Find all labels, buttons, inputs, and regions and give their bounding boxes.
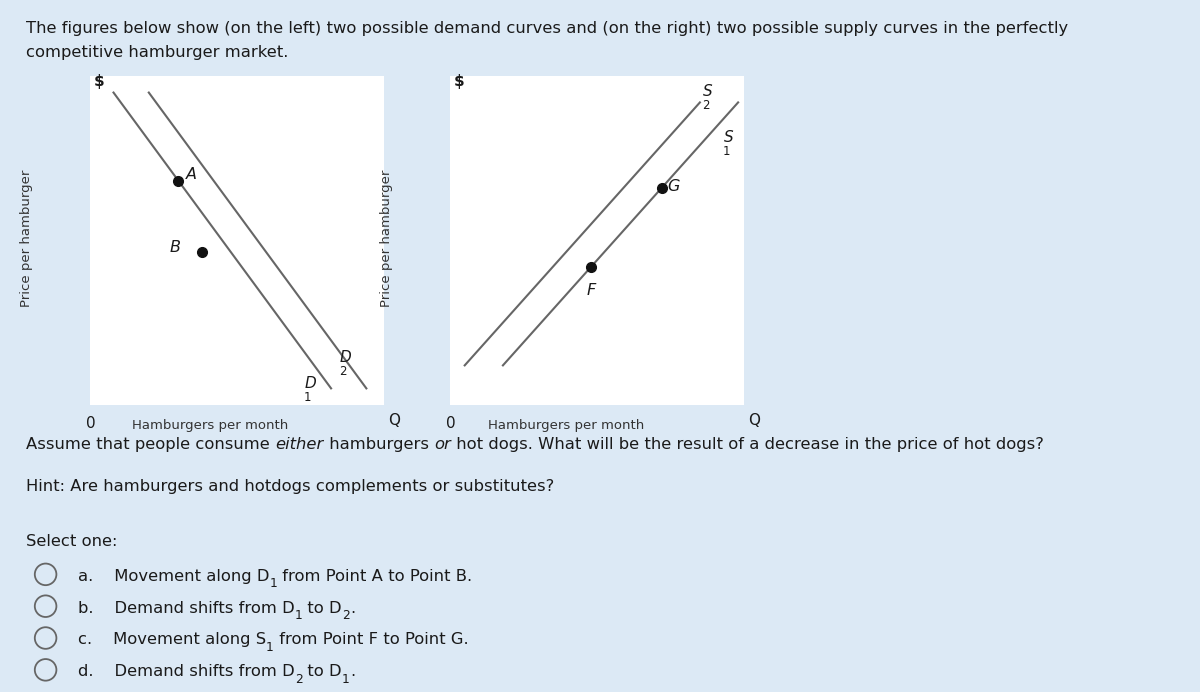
Text: $: $ xyxy=(454,74,464,89)
Text: competitive hamburger market.: competitive hamburger market. xyxy=(26,45,289,60)
Text: G: G xyxy=(667,179,680,194)
Text: F: F xyxy=(587,283,596,298)
Text: The figures below show (on the left) two possible demand curves and (on the righ: The figures below show (on the left) two… xyxy=(26,21,1069,36)
Text: hamburgers: hamburgers xyxy=(324,437,434,453)
Text: Q: Q xyxy=(749,412,761,428)
Text: c.    Movement along S: c. Movement along S xyxy=(78,632,266,648)
Text: A: A xyxy=(186,167,197,182)
Text: 1: 1 xyxy=(722,145,730,158)
Text: 0: 0 xyxy=(445,416,455,431)
Text: b.    Demand shifts from D: b. Demand shifts from D xyxy=(78,601,295,616)
Text: Hamburgers per month: Hamburgers per month xyxy=(488,419,644,432)
Text: $: $ xyxy=(94,74,104,89)
Text: D: D xyxy=(305,376,317,392)
Text: to D: to D xyxy=(302,664,342,680)
Text: Select one:: Select one: xyxy=(26,534,118,549)
Text: from Point A to Point B.: from Point A to Point B. xyxy=(277,569,473,584)
Text: hot dogs. What will be the result of a decrease in the price of hot dogs?: hot dogs. What will be the result of a d… xyxy=(451,437,1044,453)
Text: Hint: Are hamburgers and hotdogs complements or substitutes?: Hint: Are hamburgers and hotdogs complem… xyxy=(26,479,554,494)
Text: S: S xyxy=(703,84,713,99)
Text: from Point F to Point G.: from Point F to Point G. xyxy=(274,632,468,648)
Text: 2: 2 xyxy=(702,99,709,112)
Text: .: . xyxy=(350,664,355,680)
Text: 1: 1 xyxy=(304,391,311,404)
Text: .: . xyxy=(350,601,355,616)
Text: a.    Movement along D: a. Movement along D xyxy=(78,569,270,584)
Text: either: either xyxy=(276,437,324,453)
Text: S: S xyxy=(724,130,733,145)
Text: 2: 2 xyxy=(340,365,347,379)
Text: 1: 1 xyxy=(342,673,350,686)
Text: 2: 2 xyxy=(295,673,302,686)
Text: D: D xyxy=(340,350,352,365)
Text: 1: 1 xyxy=(295,609,302,622)
Text: to D: to D xyxy=(302,601,342,616)
Text: 1: 1 xyxy=(266,641,274,654)
Text: Q: Q xyxy=(389,412,401,428)
Text: d.    Demand shifts from D: d. Demand shifts from D xyxy=(78,664,295,680)
Text: 2: 2 xyxy=(342,609,350,622)
Text: Price per hamburger: Price per hamburger xyxy=(380,170,392,307)
Text: 1: 1 xyxy=(270,577,277,590)
Text: Price per hamburger: Price per hamburger xyxy=(20,170,32,307)
Text: 0: 0 xyxy=(85,416,95,431)
Text: or: or xyxy=(434,437,451,453)
Text: B: B xyxy=(169,240,180,255)
Text: Hamburgers per month: Hamburgers per month xyxy=(132,419,288,432)
Text: Assume that people consume: Assume that people consume xyxy=(26,437,276,453)
